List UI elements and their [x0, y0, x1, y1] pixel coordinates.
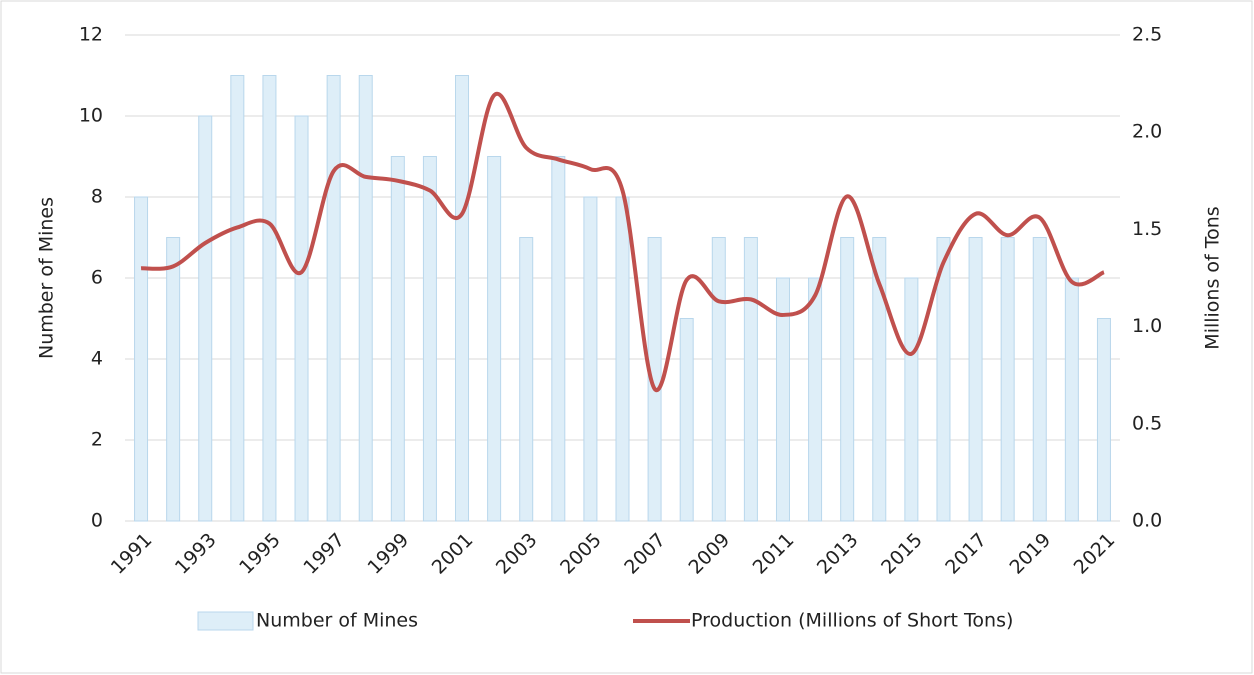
y2-tick-label: 0.5 — [1132, 412, 1162, 434]
bar — [711, 237, 726, 522]
bar — [904, 277, 919, 522]
bar — [968, 237, 983, 522]
y2-tick-label: 2.0 — [1132, 121, 1162, 143]
y-tick-label: 8 — [91, 186, 103, 208]
bar — [1064, 277, 1079, 522]
line — [140, 91, 1105, 393]
y-axis-title: Number of Mines — [36, 197, 58, 359]
y-tick-label: 10 — [79, 105, 103, 127]
bar — [679, 318, 694, 522]
bar — [519, 237, 534, 522]
bar — [358, 75, 373, 522]
y2-tick-label: 1.0 — [1132, 315, 1162, 337]
bar — [808, 277, 823, 522]
bar — [775, 277, 790, 522]
y2-tick-label: 1.5 — [1132, 218, 1162, 240]
bar — [551, 156, 566, 522]
legend-label: Number of Mines — [256, 610, 418, 632]
bar — [198, 115, 213, 522]
bar — [262, 75, 277, 522]
bar — [840, 237, 855, 522]
bar — [390, 156, 405, 522]
bar — [583, 196, 598, 522]
y-tick-label: 0 — [91, 510, 103, 532]
y2-tick-label: 0.0 — [1132, 510, 1162, 532]
bar — [134, 196, 149, 522]
bar — [615, 196, 630, 522]
bar — [872, 237, 887, 522]
y-tick-label: 2 — [91, 429, 103, 451]
bar — [326, 75, 341, 522]
bar — [1000, 237, 1015, 522]
bar — [743, 237, 758, 522]
legend-label: Production (Millions of Short Tons) — [691, 610, 1013, 632]
bar — [294, 115, 309, 522]
y2-axis-title: Millions of Tons — [1202, 206, 1224, 349]
y-tick-label: 4 — [91, 348, 103, 370]
bar — [936, 237, 951, 522]
bar — [422, 156, 437, 522]
y2-tick-label: 2.5 — [1132, 24, 1162, 46]
bar — [1032, 237, 1047, 522]
bar — [230, 75, 245, 522]
bar — [487, 156, 502, 522]
bar — [1096, 318, 1111, 522]
bar — [166, 237, 181, 522]
y-tick-label: 6 — [91, 267, 103, 289]
y-tick-label: 12 — [79, 24, 103, 46]
bar — [455, 75, 470, 522]
legend-swatch — [197, 611, 254, 631]
